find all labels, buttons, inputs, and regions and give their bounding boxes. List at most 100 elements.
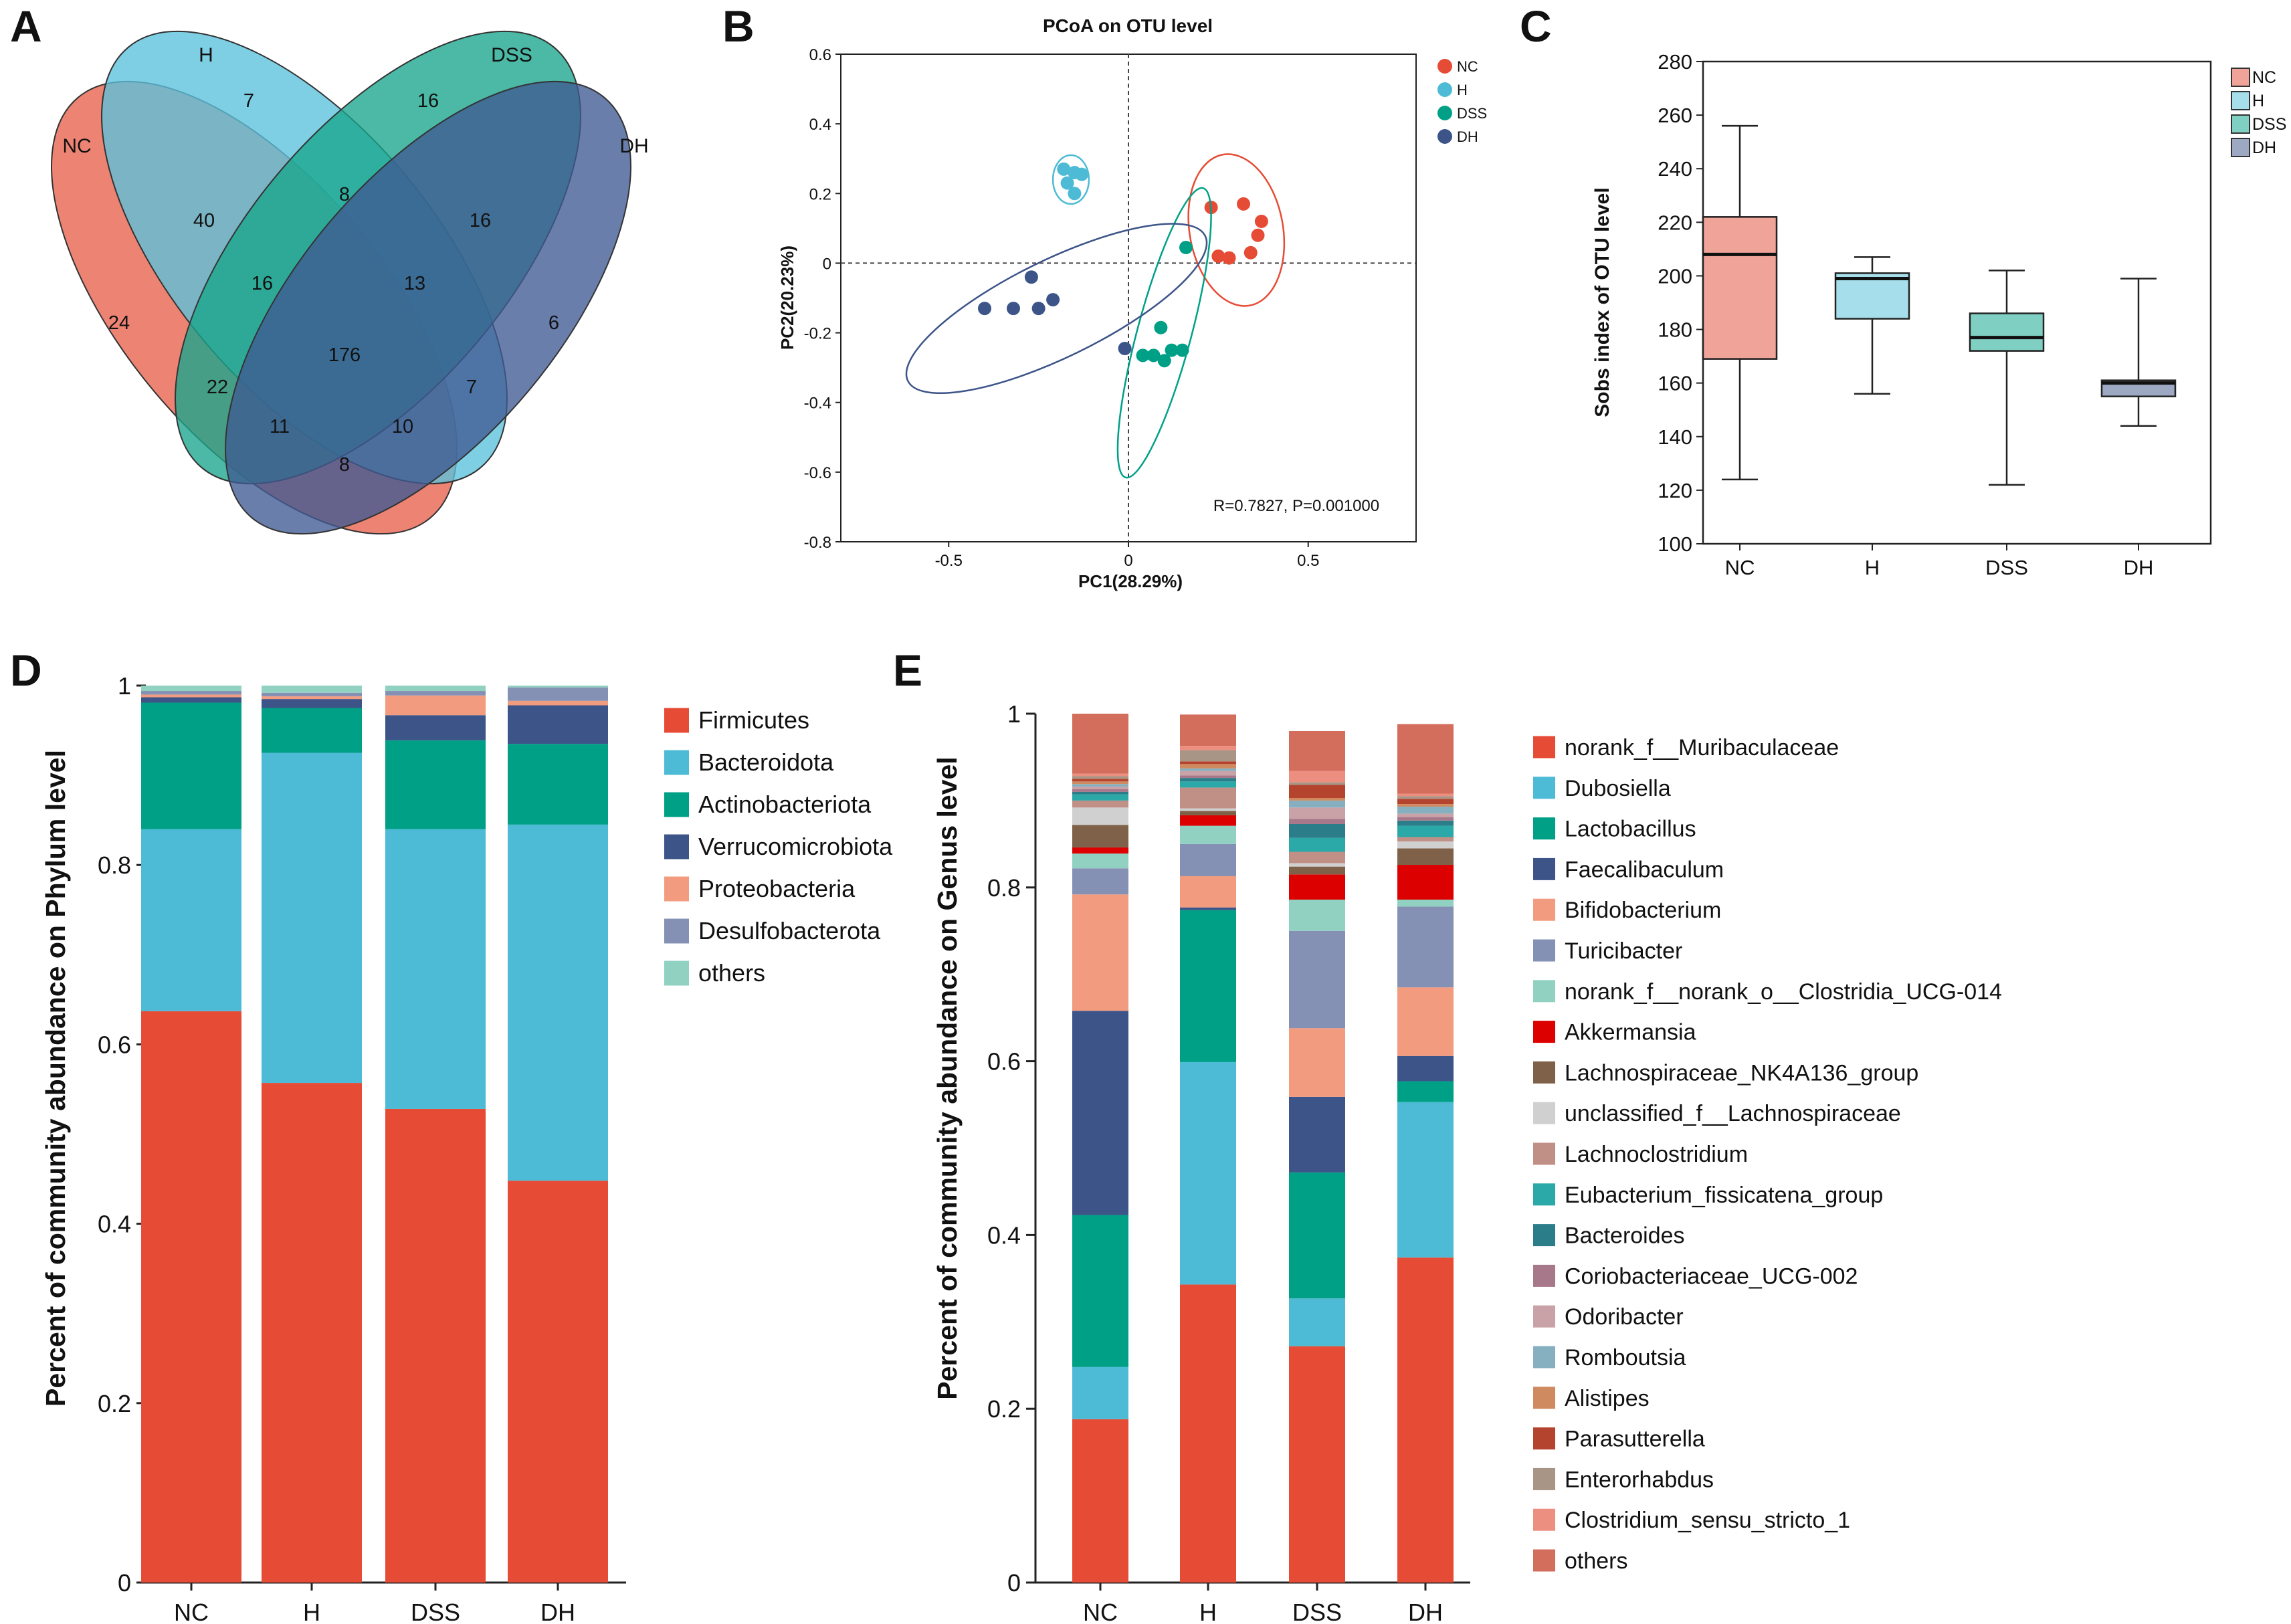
- genus-bar-h-parasutterella: [1180, 761, 1236, 765]
- genus-bar-dss-romboutsia: [1289, 800, 1345, 808]
- phylum-bar-dss-desulfobacterota: [385, 691, 486, 696]
- pcoa-point-h: [1057, 162, 1071, 176]
- phylum-y-tick-label: 0.4: [98, 1211, 131, 1238]
- genus-bar-nc-parasutterella: [1072, 779, 1128, 782]
- phylum-x-label-dss: DSS: [411, 1599, 460, 1624]
- phylum-y-tick-label: 0: [118, 1569, 131, 1597]
- venn-set-label-nc: NC: [62, 135, 91, 157]
- box-legend-swatch-dss: [2231, 114, 2250, 134]
- venn-set-label-dh: DH: [619, 135, 648, 157]
- box-y-tick-label: 140: [1658, 425, 1692, 449]
- pcoa-y-tick-label: -0.6: [804, 464, 831, 482]
- pcoa-point-dss: [1179, 240, 1193, 254]
- genus-bar-dss-turicibacter: [1289, 930, 1345, 1029]
- panel-label-b: B: [722, 1, 755, 51]
- genus-legend-swatch: [1533, 1061, 1555, 1084]
- genus-bar-dss-lactobacillus: [1289, 1172, 1345, 1299]
- phylum-bar-h-proteobacteria: [262, 696, 362, 700]
- venn-count-nc-dss: 22: [207, 377, 228, 398]
- genus-legend-swatch: [1533, 939, 1555, 962]
- phylum-legend-label: Bacteroidota: [698, 748, 834, 776]
- genus-legend-label: Romboutsia: [1565, 1345, 1686, 1371]
- box-y-tick-label: 160: [1658, 372, 1692, 395]
- pcoa-point-dss: [1154, 320, 1168, 334]
- genus-y-tick-label: 0.6: [987, 1048, 1021, 1076]
- genus-bar-h-lachnoclostridium: [1180, 787, 1236, 809]
- genus-legend-label: Lactobacillus: [1565, 817, 1696, 842]
- genus-bar-dss-enterorhabdus: [1289, 782, 1345, 785]
- pcoa-x-tick-label: -0.5: [935, 552, 963, 570]
- box-body-dss: [1969, 312, 2045, 352]
- genus-bar-nc-dubosiella: [1072, 1366, 1128, 1419]
- pcoa-y-tick-label: -0.2: [804, 325, 831, 343]
- phylum-legend-swatch: [664, 792, 689, 817]
- genus-legend-label: Coriobacteriaceae_UCG-002: [1565, 1263, 1858, 1289]
- phylum-y-axis-label: Percent of community abundance on Phylum…: [40, 750, 71, 1407]
- phylum-bar-h-others: [262, 686, 362, 693]
- pcoa-ellipse-dss: [1116, 187, 1212, 479]
- genus-legend-label: Enterorhabdus: [1565, 1467, 1714, 1492]
- genus-bar-dss-parasutterella: [1289, 785, 1345, 799]
- genus-legend-swatch: [1533, 817, 1555, 840]
- genus-bar-h-turicibacter: [1180, 843, 1236, 876]
- phylum-bar-h-bacteroidota: [262, 752, 362, 1084]
- phylum-legend-label: Firmicutes: [698, 706, 809, 734]
- genus-bar-dh-lachnospiraceae-nk4a136-group: [1397, 848, 1454, 866]
- pcoa-ellipse-nc: [1187, 153, 1286, 307]
- genus-legend-label: others: [1565, 1548, 1628, 1574]
- pcoa-legend-label-dss: DSS: [1457, 105, 1487, 122]
- genus-bar-dss-eubacterium-fissicatena-group: [1289, 837, 1345, 852]
- pcoa-point-nc: [1222, 251, 1236, 265]
- genus-x-label-h: H: [1199, 1599, 1217, 1624]
- genus-legend-swatch: [1533, 1427, 1555, 1450]
- pcoa-point-dss: [1147, 348, 1161, 363]
- genus-bar-h-norank-f-muribaculaceae: [1180, 1284, 1236, 1583]
- phylum-legend-label: Actinobacteriota: [698, 791, 872, 818]
- box-x-label-dss: DSS: [1985, 556, 2028, 579]
- box-x-label-nc: NC: [1725, 556, 1755, 579]
- genus-bar-h-romboutsia: [1180, 768, 1236, 771]
- genus-legend-swatch: [1533, 777, 1555, 799]
- genus-legend-swatch: [1533, 1305, 1555, 1328]
- pcoa-point-dh: [1007, 302, 1020, 316]
- genus-bar-dh-faecalibaculum: [1397, 1055, 1454, 1082]
- phylum-legend-swatch: [664, 960, 689, 986]
- genus-bar-nc-unclassified-f-lachnospiraceae: [1072, 807, 1128, 825]
- genus-legend-label: norank_f__Muribaculaceae: [1565, 735, 1839, 760]
- pcoa-legend-label-h: H: [1457, 82, 1468, 98]
- genus-legend-swatch: [1533, 1264, 1555, 1287]
- venn-count-nc-h: 40: [193, 210, 215, 231]
- pcoa-point-nc: [1243, 245, 1258, 260]
- pcoa-point-dh: [1024, 270, 1038, 284]
- genus-bar-nc-lachnoclostridium: [1072, 800, 1128, 808]
- genus-legend-swatch: [1533, 1346, 1555, 1368]
- genus-y-tick-label: 0: [1007, 1569, 1021, 1597]
- venn-count-dss-only: 16: [417, 90, 439, 112]
- pcoa-x-tick-label: 0: [1124, 552, 1132, 570]
- genus-bar-dh-lachnoclostridium: [1397, 837, 1454, 841]
- genus-bar-dh-parasutterella: [1397, 799, 1454, 805]
- genus-legend-swatch: [1533, 1142, 1555, 1165]
- genus-legend-swatch: [1533, 898, 1555, 921]
- genus-bar-dss-bacteroides: [1289, 823, 1345, 838]
- venn-count-h-dss: 8: [339, 184, 350, 205]
- phylum-legend-swatch: [664, 918, 689, 944]
- genus-legend-swatch: [1533, 1508, 1555, 1531]
- genus-bar-nc-lachnospiraceae-nk4a136-group: [1072, 825, 1128, 848]
- genus-bar-h-clostridium-sensu-stricto-1: [1180, 746, 1236, 750]
- genus-legend-label: Akkermansia: [1565, 1020, 1696, 1045]
- pcoa-y-tick-label: 0: [823, 255, 831, 273]
- genus-legend-label: Faecalibaculum: [1565, 857, 1724, 882]
- genus-y-tick-label: 0.4: [987, 1221, 1021, 1249]
- phylum-bar-dss-actinobacteriota: [385, 740, 486, 829]
- phylum-x-label-dh: DH: [540, 1599, 575, 1624]
- venn-count-dss-dh: 16: [470, 210, 491, 231]
- genus-bar-dss-faecalibaculum: [1289, 1096, 1345, 1173]
- genus-bar-dh-eubacterium-fissicatena-group: [1397, 825, 1454, 837]
- venn-count-nc-dh: 8: [339, 454, 350, 476]
- genus-bar-dh-enterorhabdus: [1397, 796, 1454, 799]
- phylum-bar-nc-bacteroidota: [141, 829, 241, 1011]
- genus-legend-label: Bacteroides: [1565, 1223, 1685, 1249]
- box-y-tick-label: 240: [1658, 157, 1692, 181]
